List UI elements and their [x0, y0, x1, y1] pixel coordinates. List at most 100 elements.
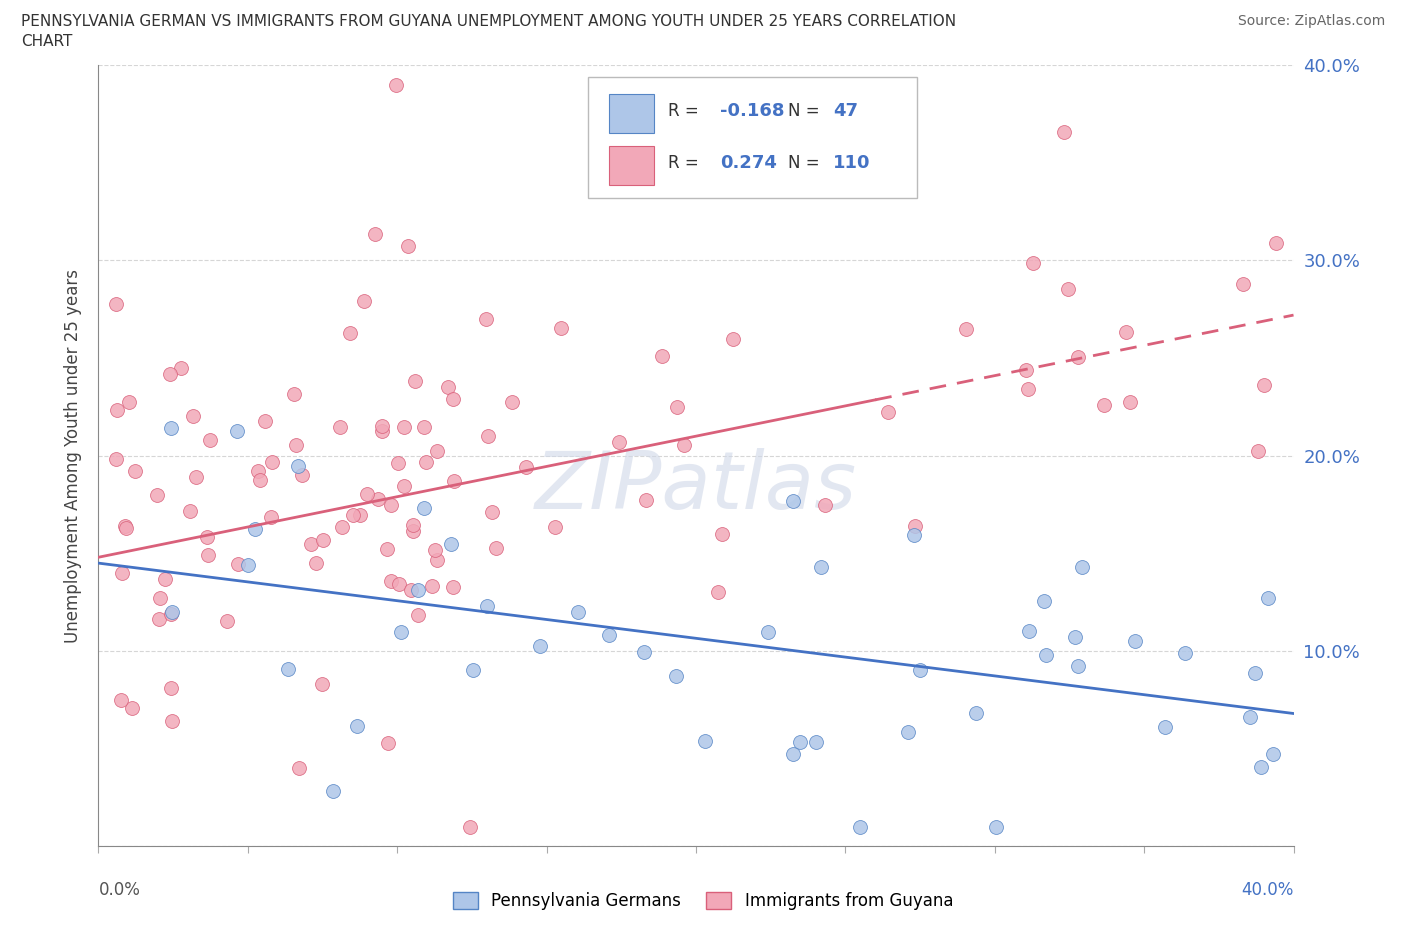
Point	[423, 542, 446, 557]
Point	[1070, 560, 1092, 575]
Point	[197, 548, 219, 563]
Point	[789, 735, 811, 750]
FancyBboxPatch shape	[589, 77, 917, 198]
Point	[389, 625, 412, 640]
Point	[149, 591, 172, 605]
Point	[1018, 623, 1040, 638]
Text: ZIPatlas: ZIPatlas	[534, 448, 858, 526]
Point	[443, 473, 465, 488]
Point	[876, 405, 898, 419]
Text: PENNSYLVANIA GERMAN VS IMMIGRANTS FROM GUYANA UNEMPLOYMENT AMONG YOUTH UNDER 25 : PENNSYLVANIA GERMAN VS IMMIGRANTS FROM G…	[21, 14, 956, 29]
Point	[477, 429, 499, 444]
Point	[104, 297, 127, 312]
Point	[260, 510, 283, 525]
Legend: Pennsylvania Germans, Immigrants from Guyana: Pennsylvania Germans, Immigrants from Gu…	[446, 885, 960, 917]
Point	[299, 537, 322, 551]
Point	[124, 463, 146, 478]
Point	[634, 493, 657, 508]
Point	[782, 746, 804, 761]
Point	[544, 520, 567, 535]
Point	[651, 349, 673, 364]
Point	[1067, 350, 1090, 365]
Text: R =: R =	[668, 154, 704, 172]
Point	[437, 379, 460, 394]
Text: 0.274: 0.274	[720, 154, 776, 172]
Point	[461, 662, 484, 677]
Point	[481, 504, 503, 519]
Point	[1119, 394, 1142, 409]
Bar	[609, 146, 654, 185]
Point	[412, 419, 434, 434]
Point	[346, 718, 368, 733]
Point	[392, 479, 415, 494]
Point	[342, 508, 364, 523]
Point	[225, 424, 247, 439]
Point	[406, 607, 429, 622]
Point	[1257, 591, 1279, 605]
Text: 47: 47	[834, 102, 859, 120]
Point	[415, 455, 437, 470]
Point	[1052, 125, 1074, 140]
Point	[160, 604, 183, 619]
Point	[160, 681, 183, 696]
Point	[404, 373, 426, 388]
Point	[672, 437, 695, 452]
Point	[249, 472, 271, 487]
Point	[285, 437, 308, 452]
Point	[1261, 746, 1284, 761]
Point	[550, 320, 572, 335]
Point	[387, 456, 409, 471]
Point	[160, 606, 183, 621]
Point	[114, 521, 136, 536]
Point	[1247, 444, 1270, 458]
Point	[1232, 276, 1254, 291]
Point	[474, 312, 496, 326]
Point	[412, 501, 434, 516]
Point	[710, 526, 733, 541]
Point	[114, 519, 136, 534]
Point	[1153, 719, 1175, 734]
Point	[198, 432, 221, 447]
Point	[287, 458, 309, 473]
Point	[329, 419, 352, 434]
Point	[1123, 633, 1146, 648]
Point	[1250, 760, 1272, 775]
Point	[146, 488, 169, 503]
Point	[110, 693, 132, 708]
Point	[1174, 645, 1197, 660]
Point	[804, 734, 827, 749]
Point	[1092, 398, 1115, 413]
Point	[406, 583, 429, 598]
Point	[1239, 710, 1261, 724]
Point	[236, 558, 259, 573]
Point	[186, 470, 208, 485]
Point	[170, 361, 193, 376]
Point	[371, 424, 394, 439]
Point	[897, 724, 920, 739]
Point	[965, 706, 987, 721]
Point	[353, 294, 375, 309]
Text: N =: N =	[787, 154, 825, 172]
Point	[426, 553, 449, 568]
Point	[349, 508, 371, 523]
Point	[179, 503, 201, 518]
Point	[633, 644, 655, 659]
Point	[380, 574, 402, 589]
Point	[607, 434, 630, 449]
Bar	[609, 94, 654, 133]
Point	[810, 560, 832, 575]
Point	[1017, 381, 1039, 396]
Point	[367, 491, 389, 506]
Text: R =: R =	[668, 102, 704, 120]
Point	[1015, 363, 1038, 378]
Point	[322, 784, 344, 799]
Point	[440, 537, 463, 551]
Point	[399, 583, 422, 598]
Text: CHART: CHART	[21, 34, 73, 49]
Point	[903, 528, 925, 543]
Point	[425, 444, 447, 458]
Point	[458, 819, 481, 834]
Point	[756, 624, 779, 639]
Y-axis label: Unemployment Among Youth under 25 years: Unemployment Among Youth under 25 years	[65, 269, 83, 643]
Point	[312, 533, 335, 548]
